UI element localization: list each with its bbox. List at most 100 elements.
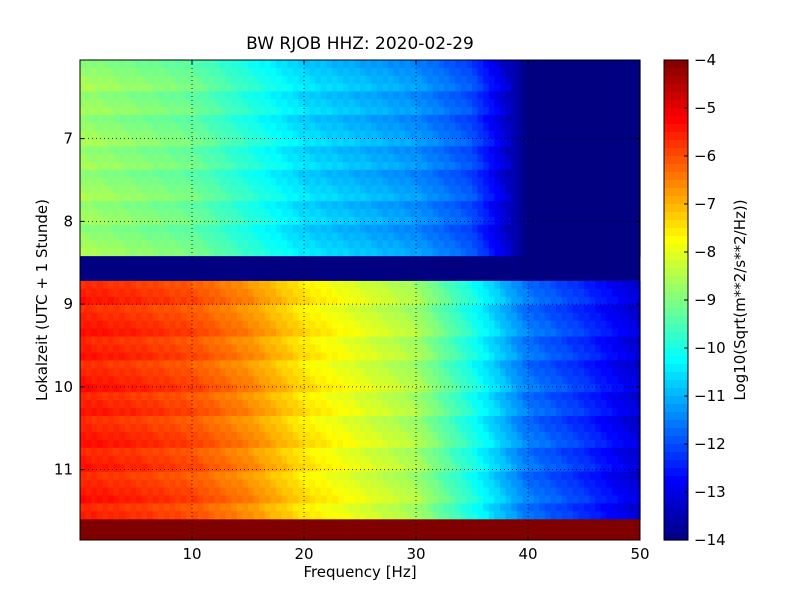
heatmap-cell <box>141 296 148 306</box>
heatmap-cell <box>91 177 98 187</box>
heatmap-cell <box>231 138 238 147</box>
heatmap-cell <box>606 99 613 108</box>
heatmap-cell <box>85 471 92 481</box>
heatmap-cell <box>236 352 243 362</box>
heatmap-cell <box>186 360 193 369</box>
heatmap-cell <box>91 288 98 298</box>
heatmap-cell <box>556 392 563 401</box>
heatmap-cell <box>634 392 641 401</box>
heatmap-cell <box>136 471 143 481</box>
heatmap-cell <box>292 328 299 338</box>
heatmap-cell <box>281 193 288 202</box>
heatmap-cell <box>343 392 350 401</box>
heatmap-cell <box>259 439 266 449</box>
heatmap-cell <box>623 368 630 377</box>
heatmap-cell <box>623 83 630 92</box>
heatmap-cell <box>382 232 389 242</box>
heatmap-cell <box>152 304 159 314</box>
heatmap-cell <box>309 185 316 194</box>
heatmap-cell <box>124 455 131 465</box>
heatmap-cell <box>365 288 372 298</box>
heatmap-cell <box>488 224 495 234</box>
heatmap-cell <box>242 248 249 257</box>
heatmap-cell <box>304 240 311 249</box>
heatmap-cell <box>108 288 115 298</box>
heatmap-cell <box>399 431 406 441</box>
heatmap-cell <box>343 185 350 194</box>
heatmap-cell <box>488 296 495 306</box>
heatmap-cell <box>264 408 271 417</box>
heatmap-cell <box>158 201 165 210</box>
heatmap-cell <box>102 169 109 179</box>
heatmap-cell <box>427 368 434 377</box>
heatmap-cell <box>522 431 529 441</box>
heatmap-cell <box>220 193 227 202</box>
heatmap-cell <box>192 114 199 124</box>
heatmap-cell <box>281 224 288 234</box>
heatmap-cell <box>264 455 271 465</box>
heatmap-cell <box>371 376 378 385</box>
heatmap-cell <box>539 60 546 69</box>
heatmap-cell <box>444 400 451 409</box>
heatmap-cell <box>169 431 176 441</box>
heatmap-cell <box>444 439 451 449</box>
heatmap-cell <box>141 154 148 163</box>
heatmap-cell <box>494 193 501 202</box>
heatmap-cell <box>320 336 327 346</box>
heatmap-cell <box>561 185 568 194</box>
heatmap-cell <box>309 122 316 132</box>
heatmap-cell <box>124 146 131 155</box>
heatmap-cell <box>393 146 400 155</box>
heatmap-cell <box>309 130 316 140</box>
heatmap-cell <box>208 169 215 179</box>
heatmap-cell <box>130 296 137 306</box>
heatmap-cell <box>326 471 333 481</box>
heatmap-cell <box>421 423 428 433</box>
heatmap-cell <box>455 384 462 393</box>
heatmap-cell <box>438 75 445 85</box>
heatmap-cell <box>628 232 635 242</box>
heatmap-cell <box>561 161 568 171</box>
heatmap-cell <box>528 146 535 155</box>
heatmap-cell <box>152 312 159 322</box>
heatmap-cell <box>113 201 120 210</box>
heatmap-cell <box>432 423 439 433</box>
heatmap-cell <box>320 114 327 124</box>
heatmap-cell <box>130 99 137 108</box>
heatmap-cell <box>169 185 176 194</box>
heatmap-cell <box>500 376 507 385</box>
heatmap-cell <box>298 161 305 171</box>
heatmap-cell <box>455 130 462 140</box>
heatmap-cell <box>634 447 641 457</box>
heatmap-cell <box>96 447 103 457</box>
heatmap-cell <box>578 248 585 257</box>
heatmap-cell <box>544 447 551 457</box>
heatmap-cell <box>337 471 344 481</box>
heatmap-cell <box>264 114 271 124</box>
heatmap-cell <box>175 471 182 481</box>
heatmap-cell <box>449 177 456 187</box>
heatmap-cell <box>147 344 154 354</box>
heatmap-cell <box>533 384 540 393</box>
heatmap-cell <box>505 161 512 171</box>
heatmap-cell <box>589 320 596 330</box>
heatmap-cell <box>320 224 327 234</box>
heatmap-cell <box>595 280 602 290</box>
heatmap-cell <box>180 360 187 369</box>
heatmap-cell <box>231 408 238 417</box>
heatmap-cell <box>550 312 557 322</box>
heatmap-cell <box>376 209 383 218</box>
heatmap-cell <box>214 360 221 369</box>
heatmap-cell <box>612 431 619 441</box>
heatmap-cell <box>214 75 221 85</box>
heatmap-cell <box>292 99 299 108</box>
heatmap-cell <box>264 344 271 354</box>
heatmap-cell <box>444 60 451 69</box>
heatmap-cell <box>410 423 417 433</box>
heatmap-cell <box>438 352 445 362</box>
heatmap-cell <box>186 463 193 473</box>
heatmap-cell <box>169 423 176 433</box>
heatmap-cell <box>186 232 193 242</box>
heatmap-cell <box>225 83 232 92</box>
heatmap-cell <box>169 296 176 306</box>
